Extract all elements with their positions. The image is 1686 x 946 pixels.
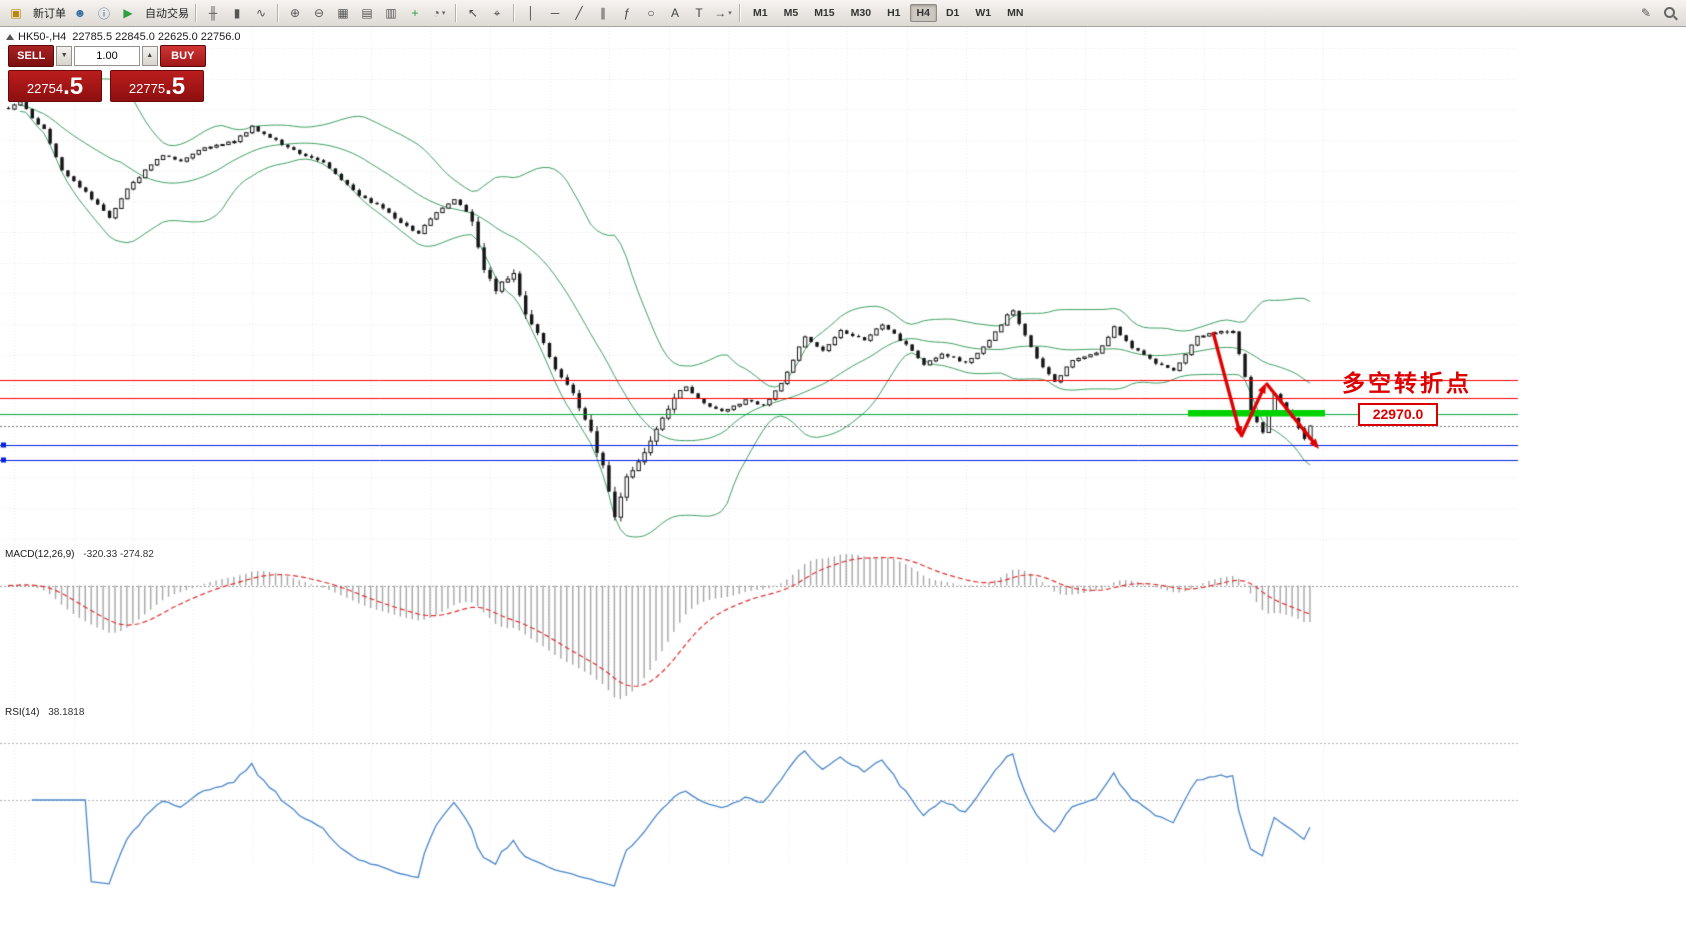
arrow-tools-icon[interactable]: → ▾ <box>714 6 732 20</box>
timeframe-d1[interactable]: D1 <box>945 7 960 19</box>
buy-price-button[interactable]: 22775 .5 <box>110 70 204 102</box>
volume-input[interactable] <box>74 46 140 66</box>
cursor-icon[interactable]: ↖ <box>467 6 479 20</box>
periods-icon[interactable]: ◔ ▾ <box>432 6 446 20</box>
new-order-button[interactable]: 新订单 <box>33 8 66 20</box>
timeframe-mn[interactable]: MN <box>1007 7 1024 19</box>
toolbar-separator <box>277 4 279 22</box>
toolbar-separator <box>739 4 741 22</box>
profiles-icon[interactable]: ☻ <box>73 6 87 20</box>
sell-button[interactable]: SELL <box>8 45 55 67</box>
timeframe-h4[interactable]: H4 <box>909 4 937 22</box>
one-click-toggle-icon[interactable] <box>6 34 14 40</box>
macd-indicator-label: MACD(12,26,9) -320.33 -274.82 <box>5 549 154 560</box>
timeframe-m30[interactable]: M30 <box>850 7 872 19</box>
arrange-windows-icon[interactable]: ▥ <box>385 6 397 20</box>
channel-icon[interactable]: ∥ <box>600 6 606 20</box>
vertical-line-icon[interactable]: │ <box>527 6 535 20</box>
toolbar-right-group: ✎ <box>1634 2 1682 24</box>
one-click-trading-panel: SELL ▼ ▲ BUY 22754 .5 22775 .5 <box>8 45 206 105</box>
buy-price-fraction: .5 <box>165 73 186 100</box>
new-order-icon[interactable]: ▣ <box>10 6 22 20</box>
zoom-in-icon[interactable]: ⊕ <box>289 6 301 20</box>
tile-windows-icon[interactable]: ▦ <box>337 6 349 20</box>
edit-pencil-icon[interactable]: ✎ <box>1640 6 1652 20</box>
horizontal-line-icon[interactable]: ─ <box>550 6 560 20</box>
toolbar-separator <box>455 4 457 22</box>
crosshair-icon[interactable]: ⌖ <box>493 5 501 20</box>
sell-price-main: 22754 <box>26 81 64 96</box>
candlestick-mode-icon[interactable]: ▮ <box>233 6 241 20</box>
price-callout-box: 22970.0 <box>1358 403 1438 426</box>
fibonacci-icon[interactable]: ƒ <box>623 6 631 20</box>
turn-point-annotation: 多空转折点 <box>1342 370 1472 396</box>
sell-price-button[interactable]: 22754 .5 <box>8 70 102 102</box>
info-icon[interactable]: ⓘ <box>97 6 110 21</box>
autotrading-button[interactable]: 自动交易 <box>145 8 189 20</box>
timeframe-w1[interactable]: W1 <box>975 7 992 19</box>
symbol-header: HK50-,H4 22785.5 22845.0 22625.0 22756.0 <box>6 31 241 43</box>
zoom-out-icon[interactable]: ⊖ <box>313 6 325 20</box>
bar-chart-mode-icon[interactable]: ╫ <box>208 6 218 20</box>
top-toolbar: ▣ 新订单 ☻ ⓘ ▶ 自动交易 ╫ ▮ ∿ ⊕ ⊖ ▦ ▤ ▥ + ◔ ▾ ↖ ⌖ │ ─ ╱ ∥ ƒ ○ A T → ▾ M1 M5 M1… <box>0 0 1686 27</box>
macd-values: -320.33 -274.82 <box>83 549 154 560</box>
buy-button[interactable]: BUY <box>159 45 206 67</box>
rsi-indicator-label: RSI(14) 38.1818 <box>5 707 84 718</box>
symbol-period-label: HK50-,H4 <box>18 31 67 43</box>
rsi-name: RSI(14) <box>5 707 40 718</box>
text-icon[interactable]: A <box>670 6 679 20</box>
volume-up-button[interactable]: ▲ <box>142 46 158 66</box>
toolbar-buttons: ▣ 新订单 ☻ ⓘ ▶ 自动交易 ╫ ▮ ∿ ⊕ ⊖ ▦ ▤ ▥ + ◔ ▾ ↖ ⌖ │ ─ ╱ ∥ ƒ ○ A T → ▾ M1 M5 M1… <box>4 0 1031 26</box>
rsi-value: 38.1818 <box>48 707 85 718</box>
macd-name: MACD(12,26,9) <box>5 549 75 560</box>
timeframe-m15[interactable]: M15 <box>814 7 835 19</box>
volume-down-button[interactable]: ▼ <box>56 46 72 66</box>
timeframe-m5[interactable]: M5 <box>783 7 799 19</box>
indicators-icon[interactable]: + <box>411 6 419 20</box>
autotrading-icon[interactable]: ▶ <box>123 6 133 20</box>
shapes-icon[interactable]: ○ <box>647 6 655 20</box>
label-icon[interactable]: T <box>695 6 703 20</box>
search-icon[interactable] <box>1659 2 1681 24</box>
line-chart-mode-icon[interactable]: ∿ <box>255 6 267 20</box>
ohlc-values: 22785.5 22845.0 22625.0 22756.0 <box>72 31 241 43</box>
trendline-icon[interactable]: ╱ <box>575 6 583 20</box>
timeframe-h1[interactable]: H1 <box>887 7 901 19</box>
toolbar-separator <box>513 4 515 22</box>
sell-price-fraction: .5 <box>63 73 84 100</box>
toolbar-separator <box>195 4 197 22</box>
buy-price-main: 22775 <box>128 81 166 96</box>
timeframe-m1[interactable]: M1 <box>753 7 768 19</box>
cascade-windows-icon[interactable]: ▤ <box>361 6 373 20</box>
